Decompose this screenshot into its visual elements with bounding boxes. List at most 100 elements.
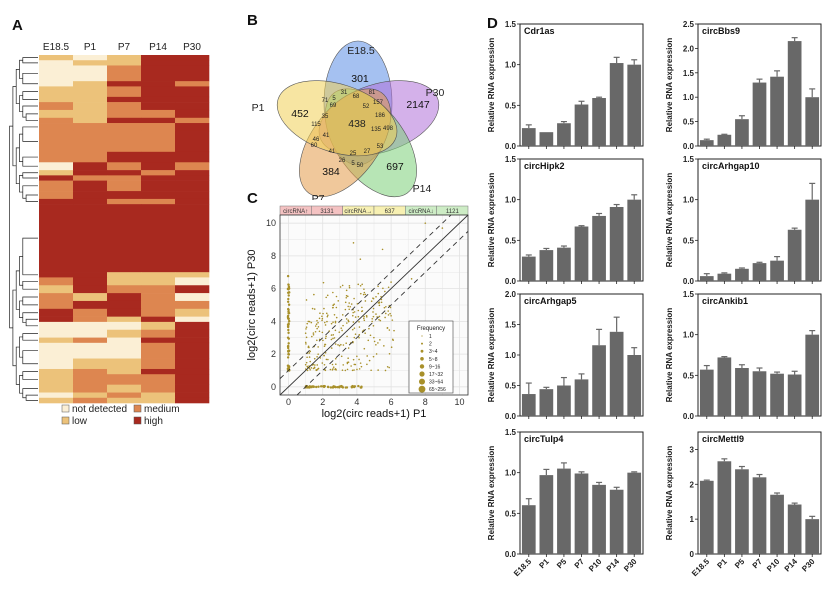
bar-E18.5 [699, 369, 714, 416]
bar-P5 [735, 368, 749, 416]
x-tick-label: 10 [454, 397, 464, 407]
scatter-point [310, 367, 313, 369]
heatmap-cell [107, 308, 142, 317]
y-axis-label: Relative RNA expression [487, 38, 496, 133]
scatter-point [369, 334, 372, 337]
heatmap-cell [175, 397, 210, 404]
bar-chart-circArhgap5: circArhgap5 0.0 0.5 1.0 1.5 2.0 Relative RNA e… [487, 290, 644, 421]
scatter-point [393, 329, 395, 332]
scatter-point [334, 320, 337, 323]
scatter-point [322, 281, 325, 284]
legend-label: medium [144, 404, 180, 415]
scatter-point [353, 327, 356, 329]
y-tick-label: 1.0 [505, 469, 517, 478]
heatmap-cell [141, 321, 176, 331]
x-tick-label: 8 [423, 397, 428, 407]
x-tick-label: 4 [354, 397, 359, 407]
heatmap-cell [175, 368, 210, 375]
bar-P1 [717, 461, 732, 554]
heatmap-cell [73, 329, 108, 338]
x-tick-label: P30 [622, 557, 639, 574]
scatter-point [308, 356, 311, 358]
heatmap-cell [141, 308, 176, 317]
heatmap-cell [175, 316, 210, 323]
heatmap-cell [107, 392, 142, 399]
dendrogram-branch [25, 113, 38, 121]
reference-line-solid [279, 214, 469, 396]
y-tick-label: 1.0 [683, 196, 695, 205]
scatter-point [323, 385, 326, 388]
legend-box [408, 320, 454, 394]
bar-P1 [539, 250, 554, 281]
scatter-point [372, 297, 374, 299]
dendrogram-branch [22, 72, 38, 85]
legend-label: 9~16 [429, 364, 440, 370]
scatter-point [358, 333, 361, 336]
heatmap-cell [39, 55, 74, 61]
heatmap-cell [175, 374, 210, 385]
venn-region-count: 46 [313, 137, 320, 143]
dendrogram-branch [22, 296, 38, 306]
scatter-point [316, 319, 318, 322]
heatmap-cell [107, 60, 142, 66]
bar-P7 [574, 379, 589, 416]
venn-set-P1 [276, 80, 398, 157]
bar-P1 [539, 475, 554, 554]
scatter-point [386, 365, 389, 368]
scatter-point [287, 303, 291, 306]
scatter-point [354, 316, 357, 318]
scatter-point [341, 314, 344, 316]
bar-P10 [592, 345, 606, 416]
scatter-point [348, 302, 350, 304]
heatmap-cell [73, 65, 108, 82]
scatter-point [344, 386, 347, 389]
scatter-point [345, 342, 347, 345]
scatter-point [377, 285, 379, 288]
scatter-point [287, 346, 290, 350]
scatter-point [363, 347, 366, 350]
y-tick-label: 1.5 [505, 428, 517, 437]
scatter-point [316, 327, 318, 330]
heatmap-cell [73, 60, 108, 66]
scatter-point [342, 344, 345, 346]
heatmap-cell [141, 117, 176, 124]
heatmap-cell [175, 198, 210, 205]
x-tick-label: P14 [783, 557, 800, 574]
bar-P30 [805, 334, 820, 416]
scatter-point [323, 345, 326, 348]
heatmap-cell [141, 368, 176, 375]
scatter-point [325, 335, 327, 338]
heatmap-cell [73, 96, 108, 103]
scatter-point [384, 316, 386, 319]
y-tick-label: 0.5 [683, 371, 695, 380]
scatter-plot: circRNA↑ 3131 circRNA→ 637 circRNA↓ 1121 0 2 4 6… [246, 205, 469, 420]
heatmap-cell [39, 123, 74, 132]
scatter-point [312, 333, 315, 336]
venn-region-count: 53 [377, 144, 384, 150]
scatter-point [390, 281, 392, 283]
y-axis-label: Relative RNA expression [487, 308, 496, 403]
heatmap-cell [141, 81, 176, 87]
bar-E18.5 [521, 256, 536, 281]
heatmap-cell [39, 384, 74, 393]
scatter-point [368, 359, 371, 362]
scatter-point [365, 314, 368, 317]
heatmap-cell [107, 277, 142, 286]
y-tick-label: 1.5 [683, 290, 695, 299]
scatter-point [341, 369, 344, 371]
heatmap-cell [175, 130, 210, 153]
heatmap-cell [39, 392, 74, 399]
scatter-point [389, 306, 392, 309]
scatter-point [333, 303, 335, 305]
dendrogram-branch [12, 86, 17, 167]
panel-label-a: A [12, 17, 23, 34]
scatter-point [315, 385, 318, 389]
venn-region-count: 81 [369, 90, 376, 96]
x-axis-label: log2(circ reads+1) P1 [322, 408, 427, 420]
heatmap-cell [107, 293, 142, 302]
scatter-point [333, 313, 336, 316]
heatmap-cell [107, 130, 142, 153]
dendrogram-branch [22, 105, 38, 118]
scatter-point [385, 305, 387, 308]
dendrogram-branch [22, 126, 38, 142]
